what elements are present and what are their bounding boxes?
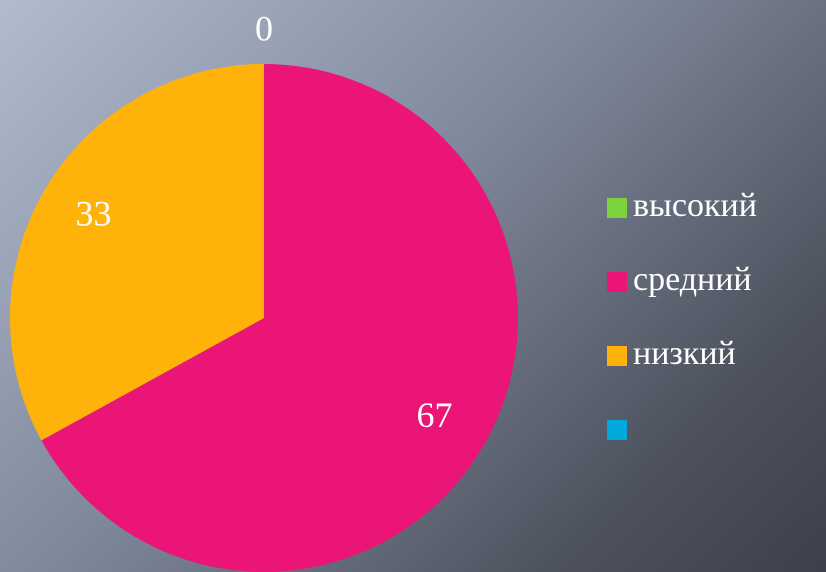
pie-slice (10, 64, 264, 441)
data-label: 67 (417, 395, 453, 435)
legend-swatch (607, 346, 627, 366)
legend-swatch (607, 198, 627, 218)
data-label: 33 (75, 193, 111, 233)
data-label: 0 (255, 8, 273, 48)
legend-label: низкий (633, 335, 736, 372)
pie-slice (41, 64, 519, 572)
legend-swatch (607, 272, 627, 292)
legend-swatch (607, 420, 627, 440)
legend-label: средний (633, 261, 752, 298)
legend-label: высокий (633, 187, 757, 224)
